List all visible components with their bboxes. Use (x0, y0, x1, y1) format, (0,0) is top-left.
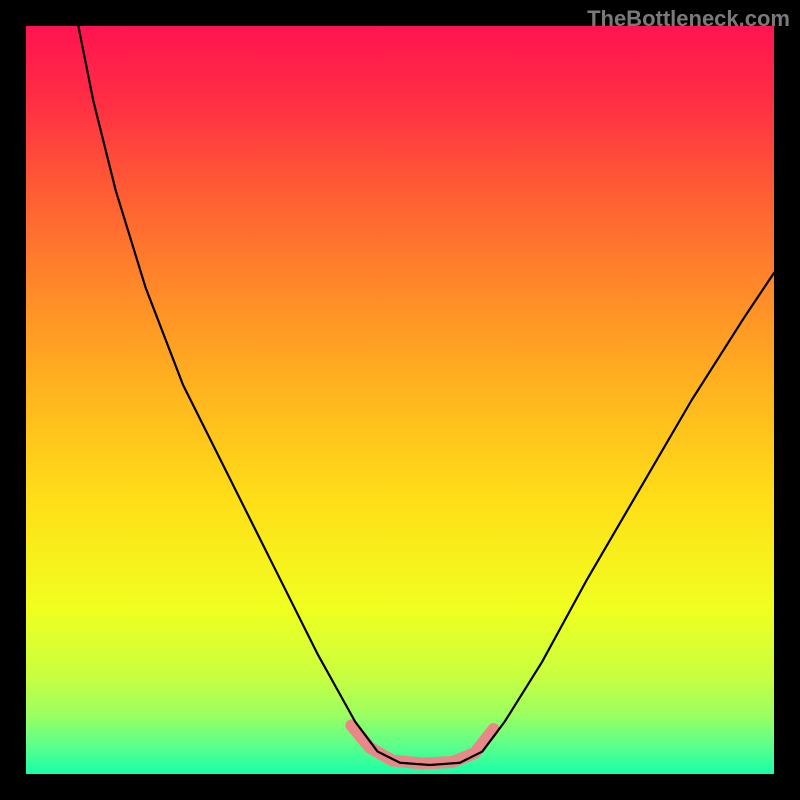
bottleneck-chart (26, 26, 774, 774)
watermark-text: TheBottleneck.com (587, 6, 790, 32)
chart-container: TheBottleneck.com (0, 0, 800, 800)
gradient-background (26, 26, 774, 774)
